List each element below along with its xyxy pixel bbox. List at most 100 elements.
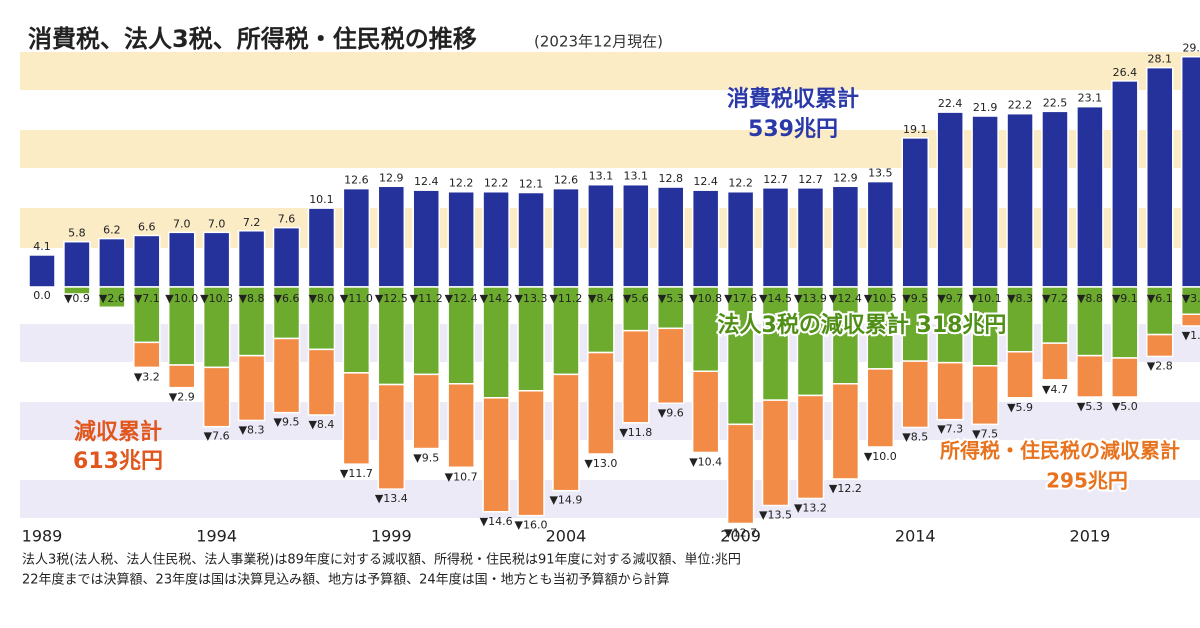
value-label: ▼8.8	[239, 292, 265, 305]
value-label: ▼5.3	[658, 292, 684, 305]
bar	[272, 337, 301, 414]
bar	[1180, 313, 1200, 327]
bar	[1076, 354, 1104, 398]
value-label: 12.4	[414, 175, 439, 188]
bar	[552, 187, 580, 288]
value-label: ▼12.4	[445, 292, 478, 305]
value-label: ▼5.9	[1007, 401, 1033, 414]
bar	[796, 286, 825, 397]
value-label: ▼10.3	[200, 292, 233, 305]
bar	[796, 187, 825, 288]
value-label: ▼8.3	[239, 423, 265, 436]
bar	[587, 351, 615, 455]
value-label: ▼11.0	[340, 292, 373, 305]
value-label: 29.5	[1182, 42, 1200, 55]
value-label: 12.7	[798, 173, 823, 186]
annotation: 法人3税の減収累計 318兆円	[718, 312, 1007, 338]
value-label: ▼11.2	[410, 292, 443, 305]
value-label: ▼5.0	[1112, 400, 1138, 413]
bar	[726, 423, 755, 525]
bar	[133, 341, 161, 369]
value-label: ▼12.2	[829, 482, 862, 495]
value-label: ▼2.9	[169, 391, 195, 404]
value-label: 13.5	[868, 167, 893, 180]
x-tick-label: 1989	[22, 527, 63, 546]
bar	[761, 399, 790, 507]
value-label: 6.2	[103, 224, 121, 237]
value-label: ▼9.6	[658, 406, 684, 419]
bar	[971, 115, 999, 288]
value-label: 12.8	[658, 172, 683, 185]
value-label: ▼7.1	[134, 292, 160, 305]
bar	[866, 286, 895, 370]
value-label: ▼13.2	[794, 501, 827, 514]
band	[20, 130, 1200, 168]
value-label: 12.2	[449, 177, 474, 190]
value-label: 22.2	[1008, 99, 1033, 112]
bar	[237, 230, 266, 288]
bar	[656, 286, 685, 330]
bar	[63, 286, 91, 295]
bar	[1006, 112, 1034, 288]
value-label: 7.6	[278, 213, 296, 226]
bar	[796, 394, 825, 500]
value-label: ▼2.8	[1147, 359, 1173, 372]
value-label: 12.6	[344, 174, 369, 187]
bar	[447, 286, 475, 385]
bar	[517, 390, 545, 517]
bar	[901, 360, 929, 429]
bar	[691, 370, 720, 454]
bar	[1180, 55, 1200, 288]
bar	[202, 366, 231, 428]
bar	[622, 286, 650, 332]
value-label: ▼12.4	[829, 292, 862, 305]
bar	[63, 240, 91, 288]
value-label: 28.1	[1148, 53, 1173, 66]
bar	[447, 382, 475, 469]
annotation: 613兆円	[73, 449, 163, 474]
bar	[482, 190, 510, 288]
bar	[622, 183, 650, 288]
bar	[936, 286, 964, 364]
bar	[1146, 333, 1174, 358]
value-label: 5.8	[68, 227, 86, 240]
bar	[726, 190, 755, 288]
bar	[133, 286, 161, 344]
bar	[761, 187, 790, 288]
value-label: ▼5.6	[623, 292, 649, 305]
bar	[167, 364, 196, 389]
value-label: 12.2	[728, 177, 753, 190]
bar	[936, 361, 964, 421]
bar	[98, 237, 126, 288]
bar	[1041, 342, 1069, 381]
value-label: 7.0	[208, 217, 226, 230]
bar	[517, 191, 545, 288]
value-label: 12.1	[519, 178, 544, 191]
bar	[726, 286, 755, 426]
bar	[342, 372, 371, 465]
value-label: ▼6.1	[1147, 292, 1173, 305]
value-label: ▼14.2	[480, 292, 513, 305]
value-label: ▼1.5	[1182, 329, 1200, 342]
bar	[272, 226, 301, 288]
value-label: 26.4	[1113, 66, 1138, 79]
bar	[412, 286, 440, 376]
band	[20, 480, 1200, 518]
value-label: 7.0	[173, 217, 191, 230]
bar	[656, 186, 685, 288]
value-label: ▼17.6	[724, 292, 757, 305]
bar	[237, 354, 266, 422]
value-label: ▼9.7	[937, 292, 963, 305]
bar	[656, 327, 685, 405]
bar	[1146, 66, 1174, 288]
bar	[1076, 286, 1104, 357]
value-label: 4.1	[33, 240, 51, 253]
value-label: ▼8.5	[902, 430, 928, 443]
value-label: 13.1	[589, 170, 614, 183]
bar	[482, 286, 510, 399]
value-label: ▼14.5	[759, 292, 792, 305]
value-label: ▼8.0	[308, 292, 334, 305]
bar	[377, 383, 406, 490]
value-label: 7.2	[243, 216, 261, 229]
